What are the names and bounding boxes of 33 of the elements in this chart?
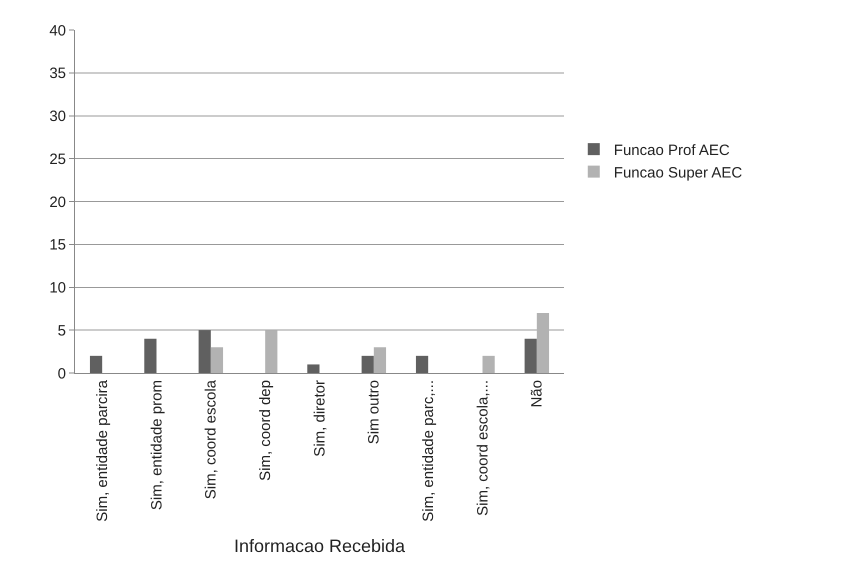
y-tick-label: 35 <box>49 65 66 82</box>
legend-label: Funcao Prof AEC <box>614 142 730 159</box>
bar <box>524 338 537 373</box>
bar <box>374 347 386 373</box>
x-tick-label: Sim, diretor <box>311 380 328 457</box>
y-tick-label: 0 <box>58 365 66 382</box>
x-tick-label: Sim, entidade parcira <box>94 379 112 522</box>
x-tick-label: Sim, entidade parc,... <box>420 380 438 522</box>
x-tick-label: Sim outro <box>366 380 383 444</box>
y-tick-label: 10 <box>49 280 66 296</box>
y-tick-label: 30 <box>49 108 66 125</box>
bar <box>362 356 374 373</box>
bar <box>210 347 224 373</box>
bar <box>307 364 320 373</box>
x-tick-label: Sim, coord dep <box>257 380 274 481</box>
bar <box>482 356 495 373</box>
bar <box>198 330 211 373</box>
bar <box>90 356 102 373</box>
legend-label: Funcao Super AEC <box>614 164 742 182</box>
y-tick-label: 20 <box>49 194 66 211</box>
y-tick-label: 25 <box>49 150 66 168</box>
bar <box>265 330 278 373</box>
bar <box>144 338 156 373</box>
bar <box>536 312 550 373</box>
y-tick-label: 5 <box>58 322 66 340</box>
x-tick-label: Sim, entidade prom <box>148 380 166 510</box>
x-tick-label: Não <box>528 380 546 408</box>
x-axis-title: Informacao Recebida <box>234 536 406 556</box>
y-tick-label: 15 <box>49 236 66 254</box>
x-tick-label: Sim, coord escola <box>202 379 220 500</box>
y-tick-label: 40 <box>49 22 66 40</box>
bar <box>416 356 428 373</box>
x-tick-label: Sim, coord escola,... <box>474 380 492 516</box>
